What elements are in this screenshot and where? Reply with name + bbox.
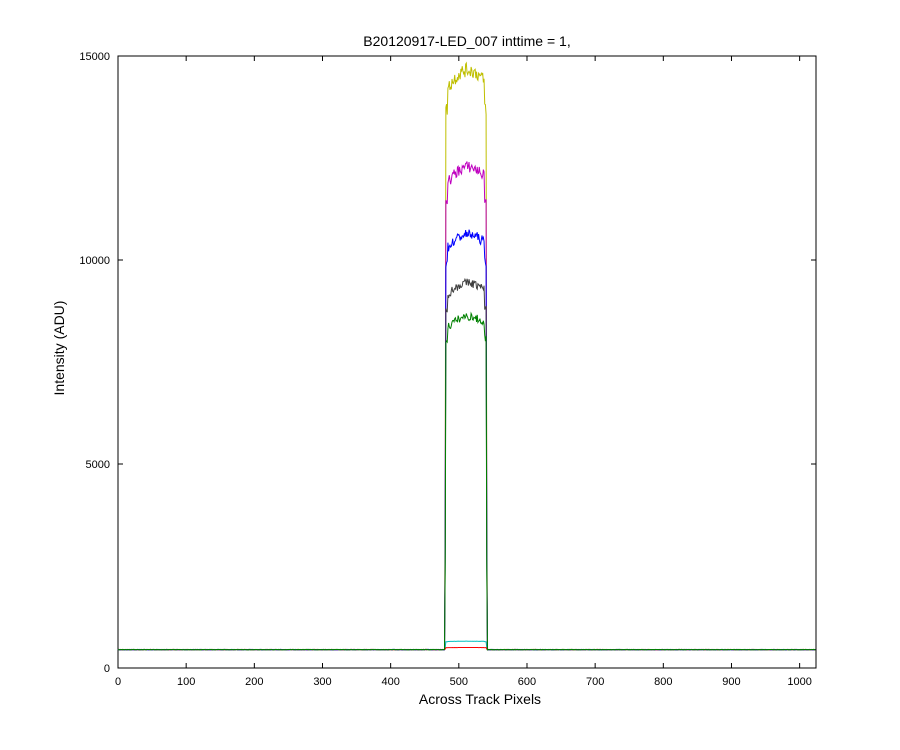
x-axis-label: Across Track Pixels	[419, 691, 541, 707]
chart-title: B20120917-LED_007 inttime = 1,	[363, 33, 570, 49]
x-tick-label: 800	[654, 676, 672, 688]
x-tick-label: 900	[722, 676, 740, 688]
x-tick-label: 200	[245, 676, 263, 688]
series-line-7	[117, 311, 816, 651]
y-tick-label: 5000	[86, 459, 110, 471]
y-tick-label: 10000	[79, 255, 110, 267]
y-axis-label: Intensity (ADU)	[51, 301, 67, 396]
x-tick-label: 400	[381, 676, 399, 688]
series-group	[117, 61, 816, 651]
x-tick-label: 500	[450, 676, 468, 688]
y-axis-ticks: 0 5000 10000 15000	[79, 51, 816, 675]
x-tick-label: 300	[313, 676, 331, 688]
x-tick-label: 100	[177, 676, 195, 688]
x-tick-label: 1000	[787, 676, 811, 688]
x-tick-label: 600	[518, 676, 536, 688]
y-tick-label: 0	[104, 663, 110, 675]
x-tick-label: 700	[586, 676, 604, 688]
plot-area	[117, 55, 817, 669]
x-tick-label: 0	[115, 676, 121, 688]
y-tick-label: 15000	[79, 51, 110, 63]
x-axis-ticks: 0 100 200 300 400 500 600 700 800 900 1000	[115, 56, 812, 688]
